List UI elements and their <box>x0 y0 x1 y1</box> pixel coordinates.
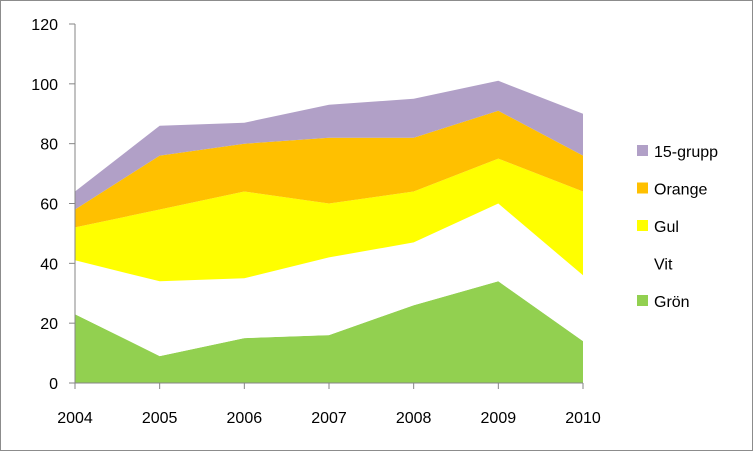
legend: 15-grupp Orange Gul Vit Grön <box>637 144 718 311</box>
legend-swatch-orange <box>637 182 648 194</box>
y-tick-label: 120 <box>31 17 58 34</box>
y-tick-label: 20 <box>40 316 58 333</box>
legend-swatch-vit <box>637 257 648 269</box>
area-series-orange <box>75 110 583 228</box>
area-series-gul <box>75 158 583 282</box>
legend-label-orange: Orange <box>654 182 707 199</box>
y-tick-label: 100 <box>31 77 58 94</box>
x-tick-label: 2007 <box>311 410 347 427</box>
y-tick-label: 0 <box>49 376 58 393</box>
x-tick-label: 2004 <box>57 410 93 427</box>
legend-label-gron: Grön <box>654 294 690 311</box>
x-tick-label: 2009 <box>481 410 517 427</box>
x-tick-label: 2006 <box>227 410 263 427</box>
y-tick-label: 80 <box>40 137 58 154</box>
area-layer <box>75 80 583 383</box>
area-series-15-grupp <box>75 80 583 210</box>
y-tick-label: 40 <box>40 256 58 273</box>
area-series-gron <box>75 281 583 383</box>
legend-label-vit: Vit <box>654 257 673 274</box>
x-tick-label: 2008 <box>396 410 432 427</box>
x-tick-label: 2005 <box>142 410 178 427</box>
x-axis-ticks: 2004 2005 2006 2007 2008 2009 2010 <box>57 383 601 427</box>
y-tick-label: 60 <box>40 197 58 214</box>
x-tick-label: 2010 <box>565 410 601 427</box>
legend-swatch-gron <box>637 295 648 306</box>
area-series-vit <box>75 203 583 357</box>
legend-label-gul: Gul <box>654 219 679 236</box>
legend-swatch-15-grupp <box>637 145 648 156</box>
y-axis-ticks: 0 20 40 60 80 100 120 <box>31 17 75 393</box>
legend-swatch-gul <box>637 220 648 231</box>
legend-label-15-grupp: 15-grupp <box>654 144 718 161</box>
